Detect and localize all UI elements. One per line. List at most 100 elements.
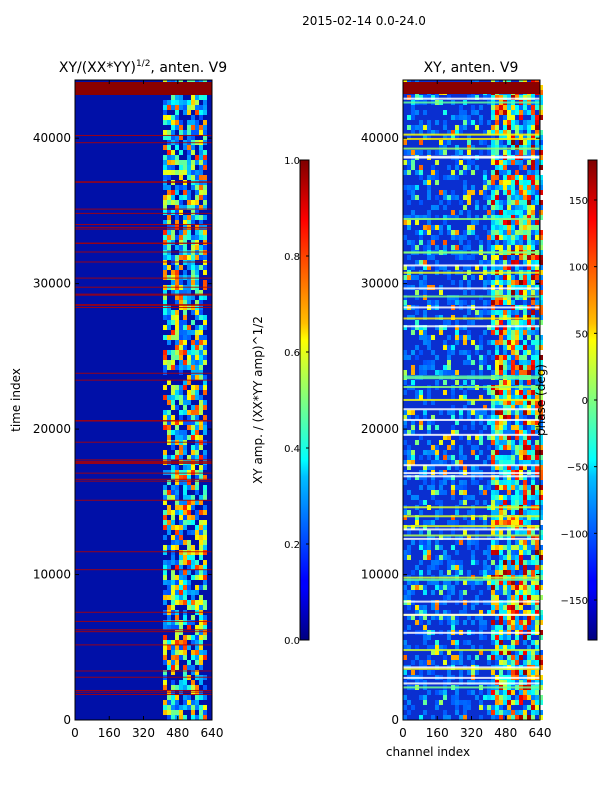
heatmap-cell	[535, 525, 539, 530]
heatmap-cell	[171, 485, 175, 490]
heatmap-cell	[163, 455, 167, 460]
heatmap-cell	[451, 350, 455, 355]
heatmap-cell	[471, 475, 475, 480]
heatmap-cell	[515, 365, 519, 370]
heatmap-cell	[171, 555, 175, 560]
heatmap-cell	[191, 270, 195, 275]
heatmap-cell	[539, 310, 543, 315]
heatmap-cell	[175, 485, 179, 490]
heatmap-cell	[191, 575, 195, 580]
heatmap-cell	[415, 355, 419, 360]
heatmap-cell	[179, 275, 183, 280]
heatmap-cell	[531, 480, 535, 485]
heatmap-cell	[179, 320, 183, 325]
heatmap-cell	[491, 320, 495, 325]
heatmap-cell	[535, 460, 539, 465]
heatmap-cell	[531, 330, 535, 335]
heatmap-cell	[163, 170, 167, 175]
heatmap-cell	[203, 280, 207, 285]
heatmap-cell	[459, 525, 463, 530]
heatmap-cell	[527, 650, 531, 655]
heatmap-stripe	[403, 271, 540, 274]
heatmap-cell	[491, 620, 495, 625]
heatmap-cell	[495, 275, 499, 280]
heatmap-cell	[427, 240, 431, 245]
right-x-axis-label: channel index	[386, 745, 470, 759]
heatmap-cell	[491, 430, 495, 435]
heatmap-cell	[447, 580, 451, 585]
heatmap-cell	[419, 585, 423, 590]
heatmap-cell	[539, 360, 543, 365]
heatmap-cell	[519, 475, 523, 480]
heatmap-cell	[171, 685, 175, 690]
heatmap-cell	[523, 585, 527, 590]
heatmap-cell	[539, 660, 543, 665]
heatmap-cell	[475, 540, 479, 545]
heatmap-cell	[475, 125, 479, 130]
heatmap-cell	[191, 320, 195, 325]
heatmap-cell	[483, 570, 487, 575]
heatmap-cell	[539, 455, 543, 460]
heatmap-cell	[499, 650, 503, 655]
heatmap-cell	[203, 565, 207, 570]
heatmap-cell	[171, 130, 175, 135]
heatmap-cell	[491, 705, 495, 710]
heatmap-cell	[535, 490, 539, 495]
heatmap-cell	[491, 650, 495, 655]
heatmap-cell	[179, 500, 183, 505]
heatmap-cell	[539, 410, 543, 415]
heatmap-cell	[195, 420, 199, 425]
heatmap-cell	[515, 220, 519, 225]
heatmap-cell	[195, 345, 199, 350]
heatmap-cell	[527, 130, 531, 135]
heatmap-cell	[499, 510, 503, 515]
heatmap-cell	[403, 555, 407, 560]
heatmap-cell	[491, 530, 495, 535]
heatmap-cell	[531, 175, 535, 180]
heatmap-cell	[435, 225, 439, 230]
heatmap-cell	[431, 615, 435, 620]
heatmap-cell	[175, 470, 179, 475]
heatmap-cell	[163, 650, 167, 655]
heatmap-cell	[507, 455, 511, 460]
heatmap-cell	[199, 695, 203, 700]
heatmap-cell	[487, 695, 491, 700]
heatmap-cell	[511, 460, 515, 465]
heatmap-cell	[203, 150, 207, 155]
heatmap-cell	[191, 620, 195, 625]
heatmap-cell	[175, 510, 179, 515]
heatmap-cell	[475, 215, 479, 220]
heatmap-cell	[495, 215, 499, 220]
left-x-tick-label: 480	[166, 726, 189, 740]
heatmap-cell	[183, 255, 187, 260]
heatmap-cell	[171, 715, 175, 720]
heatmap-cell	[487, 480, 491, 485]
heatmap-cell	[439, 650, 443, 655]
heatmap-cell	[195, 95, 199, 100]
heatmap-cell	[423, 265, 427, 270]
heatmap-cell	[183, 500, 187, 505]
heatmap-cell	[163, 470, 167, 475]
heatmap-cell	[171, 270, 175, 275]
heatmap-cell	[511, 360, 515, 365]
heatmap-cell	[187, 645, 191, 650]
heatmap-cell	[523, 410, 527, 415]
heatmap-cell	[519, 125, 523, 130]
heatmap-cell	[491, 230, 495, 235]
heatmap-cell	[167, 625, 171, 630]
heatmap-cell	[511, 550, 515, 555]
heatmap-cell	[419, 175, 423, 180]
heatmap-cell	[499, 355, 503, 360]
heatmap-cell	[527, 140, 531, 145]
heatmap-cell	[431, 645, 435, 650]
heatmap-cell	[523, 695, 527, 700]
heatmap-cell	[531, 450, 535, 455]
heatmap-cell	[203, 230, 207, 235]
heatmap-cell	[523, 360, 527, 365]
heatmap-cell	[507, 565, 511, 570]
heatmap-cell	[187, 365, 191, 370]
heatmap-cell	[499, 460, 503, 465]
heatmap-cell	[203, 715, 207, 720]
heatmap-cell	[431, 420, 435, 425]
heatmap-cell	[163, 640, 167, 645]
